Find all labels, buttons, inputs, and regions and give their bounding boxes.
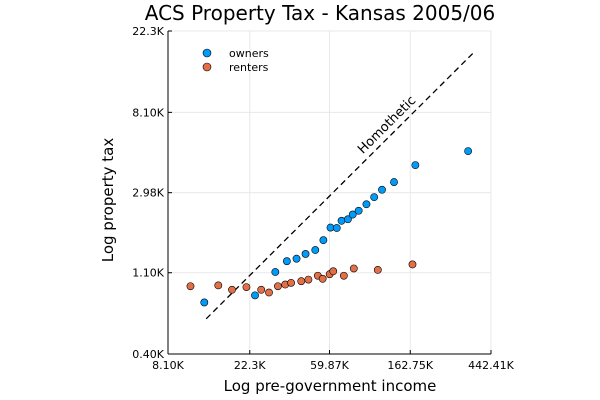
owners-point (344, 215, 352, 224)
y-tick-label: 8.10K (132, 106, 164, 119)
owners-point (311, 246, 320, 254)
y-axis-title: Log property tax (99, 138, 117, 263)
legend-marker-renters (202, 62, 212, 72)
renters-point (297, 277, 306, 286)
renters-point (257, 285, 266, 294)
renters-point (349, 264, 358, 273)
renters-point (228, 285, 236, 294)
x-tick-label: 162.75K (387, 359, 433, 372)
renters-point (339, 271, 348, 280)
renters-point (242, 283, 251, 291)
renters-point (274, 282, 282, 291)
owners-point (362, 200, 371, 209)
renters-point (318, 274, 327, 283)
x-tick-label: 8.10K (152, 359, 184, 372)
owners-point (271, 268, 280, 276)
chart-title: ACS Property Tax - Kansas 2005/06 (145, 1, 496, 25)
renters-point (186, 282, 195, 291)
renters-point (329, 267, 338, 276)
legend-label-renters: renters (229, 61, 269, 74)
owners-point (348, 210, 357, 219)
x-tick-label: 442.41K (468, 359, 514, 372)
renters-point (214, 281, 223, 290)
owners-point (411, 161, 420, 170)
renters-point (304, 275, 313, 284)
owners-point (301, 250, 310, 258)
x-axis-title: Log pre-government income (224, 377, 437, 395)
owners-point (390, 178, 398, 186)
x-tick-label: 59.87K (310, 359, 349, 372)
owners-point (337, 216, 346, 225)
homothetic-line (205, 51, 475, 320)
owners-point (378, 185, 386, 194)
y-tick-label: 2.98K (132, 187, 164, 200)
renters-point (408, 260, 417, 269)
owners-point (354, 206, 363, 215)
x-tick-label: 22.3K (234, 359, 266, 372)
owners-point (292, 254, 301, 263)
legend-marker-owners (202, 48, 212, 58)
owners-point (319, 236, 328, 245)
tick-labels: 8.10K 22.3K 59.87K 162.75K 442.41K 0.40K 1.10K… (132, 25, 514, 372)
owners-point (370, 193, 379, 202)
y-tick-label: 0.40K (132, 348, 164, 361)
owners-point (332, 224, 341, 232)
legend-label-owners: owners (229, 47, 269, 60)
y-tick-label: 22.3K (132, 25, 164, 38)
owners-point (282, 257, 291, 266)
renters-point (373, 265, 382, 274)
renters-point (265, 288, 273, 297)
owners-point (464, 147, 473, 156)
y-tick-label: 1.10K (132, 267, 164, 280)
renters-point (287, 278, 295, 287)
data-points (186, 147, 473, 307)
owners-point (200, 298, 209, 307)
owners-point (251, 291, 259, 300)
